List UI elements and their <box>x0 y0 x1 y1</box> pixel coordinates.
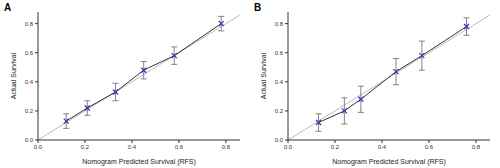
svg-text:0.6: 0.6 <box>25 50 34 56</box>
svg-text:0.4: 0.4 <box>378 144 387 150</box>
svg-text:0.2: 0.2 <box>275 108 284 114</box>
svg-text:0.8: 0.8 <box>275 21 284 27</box>
svg-text:0.2: 0.2 <box>331 144 340 150</box>
svg-text:0.2: 0.2 <box>25 108 34 114</box>
svg-text:0.6: 0.6 <box>175 144 184 150</box>
svg-text:Actual Survival: Actual Survival <box>260 52 267 99</box>
svg-text:0.0: 0.0 <box>275 137 284 143</box>
html-text:A: A <box>4 2 12 13</box>
svg-text:0.0: 0.0 <box>34 144 43 150</box>
svg-text:0.0: 0.0 <box>25 137 34 143</box>
svg-text:Nomogram Predicted Survival (R: Nomogram Predicted Survival (RFS) <box>332 158 446 166</box>
svg-text:0.6: 0.6 <box>275 50 284 56</box>
svg-text:0.4: 0.4 <box>275 79 284 85</box>
svg-text:0.0: 0.0 <box>284 144 293 150</box>
svg-text:0.8: 0.8 <box>25 21 34 27</box>
svg-text:0.4: 0.4 <box>128 144 137 150</box>
svg-text:0.6: 0.6 <box>425 144 434 150</box>
svg-text:0.8: 0.8 <box>222 144 231 150</box>
svg-text:0.2: 0.2 <box>81 144 90 150</box>
svg-text:0.8: 0.8 <box>472 144 481 150</box>
svg-text:0.4: 0.4 <box>25 79 34 85</box>
svg-text:Nomogram Predicted Survival (R: Nomogram Predicted Survival (RFS) <box>82 158 196 166</box>
html-text:B: B <box>254 2 262 13</box>
svg-text:Actual Survival: Actual Survival <box>10 52 17 99</box>
